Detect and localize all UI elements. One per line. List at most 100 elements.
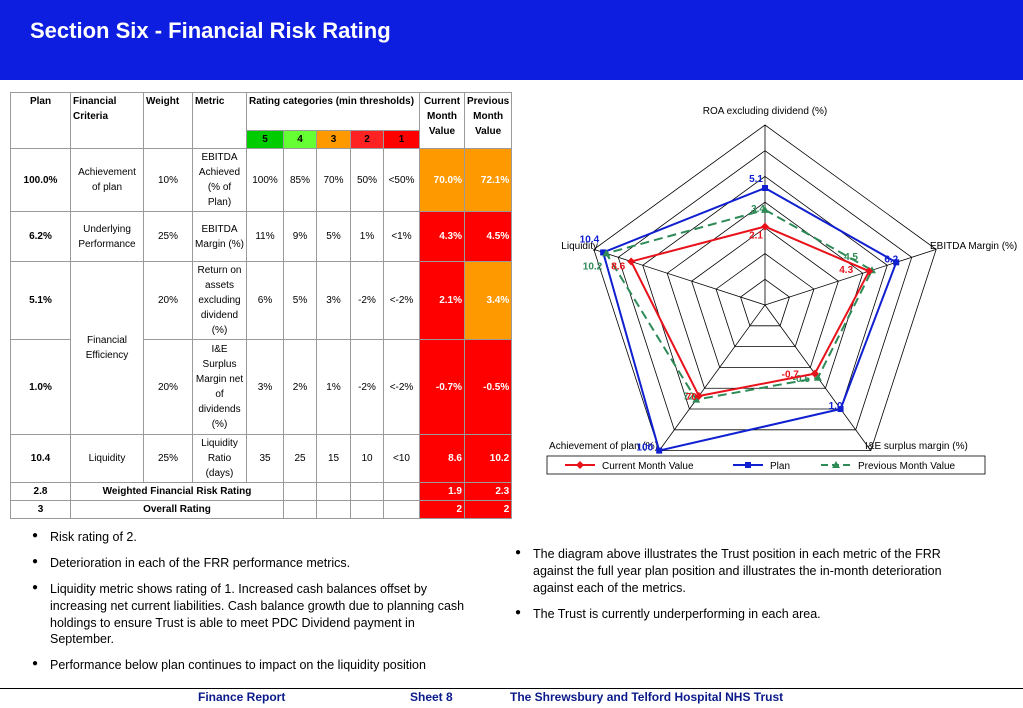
data-label: 2.1: [749, 231, 763, 242]
bullet-item: Deterioration in each of the FRR perform…: [30, 555, 480, 572]
page-title: Section Six - Financial Risk Rating: [30, 18, 391, 44]
overall-row: 3 Overall Rating 2 2: [11, 501, 512, 519]
cell-threshold-4: 85%: [284, 149, 317, 212]
empty-cell: [317, 501, 351, 519]
cell-threshold-1: <50%: [384, 149, 420, 212]
title-bar: Section Six - Financial Risk Rating: [0, 0, 1023, 80]
cell-threshold-1: <-2%: [384, 262, 420, 340]
footer-report: Finance Report: [198, 690, 285, 704]
cell-criteria: Achievement of plan: [71, 149, 144, 212]
axis-spoke: [594, 249, 765, 305]
left-bullets: Risk rating of 2. Deterioration in each …: [30, 529, 480, 683]
cell-weight: 20%: [144, 340, 193, 435]
radar-chart: ROA excluding dividend (%) EBITDA Margin …: [525, 92, 1023, 482]
data-label: 6.2: [884, 254, 898, 265]
header-current: Current Month Value: [420, 93, 465, 149]
cell-current: 70.0%: [420, 149, 465, 212]
data-label: -0.7: [782, 370, 800, 381]
bullet-item: The Trust is currently underperforming i…: [513, 606, 958, 623]
overall-previous: 2: [465, 501, 512, 519]
cell-threshold-3: 5%: [317, 212, 351, 262]
cell-threshold-3: 3%: [317, 262, 351, 340]
rating-3: 3: [317, 131, 351, 149]
header-criteria: Financial Criteria: [71, 93, 144, 149]
series-line: [603, 188, 896, 451]
cell-current: 8.6: [420, 435, 465, 483]
cell-plan: 10.4: [11, 435, 71, 483]
data-point: [656, 448, 662, 454]
cell-metric: I&E Surplus Margin net of dividends (%): [193, 340, 247, 435]
cell-metric: EBITDA Achieved (% of Plan): [193, 149, 247, 212]
axis-label: I&E surplus margin (%): [865, 441, 968, 452]
data-label: 70: [686, 392, 698, 403]
legend-label: Previous Month Value: [858, 461, 956, 472]
empty-cell: [284, 501, 317, 519]
right-bullets: The diagram above illustrates the Trust …: [513, 546, 958, 632]
weighted-current: 1.9: [420, 483, 465, 501]
cell-threshold-3: 1%: [317, 340, 351, 435]
bullet-item: Performance below plan continues to impa…: [30, 657, 480, 674]
cell-metric: Return on assets excluding dividend (%): [193, 262, 247, 340]
cell-threshold-4: 9%: [284, 212, 317, 262]
cell-threshold-5: 3%: [247, 340, 284, 435]
overall-plan: 3: [11, 501, 71, 519]
cell-criteria: Financial Efficiency: [71, 262, 144, 435]
weighted-label: Weighted Financial Risk Rating: [71, 483, 284, 501]
cell-threshold-1: <1%: [384, 212, 420, 262]
empty-cell: [317, 483, 351, 501]
weighted-plan: 2.8: [11, 483, 71, 501]
overall-current: 2: [420, 501, 465, 519]
data-label: 100: [637, 443, 654, 454]
cell-plan: 1.0%: [11, 340, 71, 435]
weighted-row: 2.8 Weighted Financial Risk Rating 1.9 2…: [11, 483, 512, 501]
rating-5: 5: [247, 131, 284, 149]
table-row: 10.4 Liquidity 25% Liquidity Ratio (days…: [11, 435, 512, 483]
cell-threshold-2: -2%: [351, 340, 384, 435]
data-point: [761, 223, 769, 231]
cell-threshold-5: 6%: [247, 262, 284, 340]
data-label: 4.3: [839, 265, 853, 276]
cell-threshold-2: 10: [351, 435, 384, 483]
cell-threshold-2: -2%: [351, 262, 384, 340]
axis-label: ROA excluding dividend (%): [703, 106, 828, 117]
cell-threshold-5: 100%: [247, 149, 284, 212]
bullet-item: Liquidity metric shows rating of 1. Incr…: [30, 581, 480, 649]
cell-metric: Liquidity Ratio (days): [193, 435, 247, 483]
header-plan: Plan: [11, 93, 71, 149]
cell-weight: 20%: [144, 262, 193, 340]
empty-cell: [284, 483, 317, 501]
rating-1: 1: [384, 131, 420, 149]
cell-metric: EBITDA Margin (%): [193, 212, 247, 262]
cell-weight: 10%: [144, 149, 193, 212]
cell-current: 2.1%: [420, 262, 465, 340]
rating-2: 2: [351, 131, 384, 149]
cell-previous: 4.5%: [465, 212, 512, 262]
header-previous: Previous Month Value: [465, 93, 512, 149]
data-label: 8.6: [611, 262, 625, 273]
axis-spoke: [659, 305, 765, 451]
axis-label: EBITDA Margin (%): [930, 241, 1017, 252]
cell-previous: 10.2: [465, 435, 512, 483]
cell-plan: 6.2%: [11, 212, 71, 262]
footer-divider: [0, 688, 1023, 689]
table-row: 100.0% Achievement of plan 10% EBITDA Ac…: [11, 149, 512, 212]
empty-cell: [384, 483, 420, 501]
radar-svg: ROA excluding dividend (%) EBITDA Margin …: [525, 92, 1023, 482]
cell-weight: 25%: [144, 435, 193, 483]
cell-threshold-4: 2%: [284, 340, 317, 435]
cell-threshold-2: 50%: [351, 149, 384, 212]
cell-threshold-3: 70%: [317, 149, 351, 212]
legend-marker: [745, 462, 751, 468]
bullet-item: The diagram above illustrates the Trust …: [513, 546, 958, 597]
header-metric: Metric: [193, 93, 247, 149]
legend-label: Current Month Value: [602, 461, 694, 472]
overall-label: Overall Rating: [71, 501, 284, 519]
header-weight: Weight: [144, 93, 193, 149]
cell-current: 4.3%: [420, 212, 465, 262]
cell-threshold-5: 35: [247, 435, 284, 483]
footer-trust: The Shrewsbury and Telford Hospital NHS …: [510, 690, 783, 704]
cell-previous: -0.5%: [465, 340, 512, 435]
footer-sheet: Sheet 8: [410, 690, 453, 704]
cell-plan: 5.1%: [11, 262, 71, 340]
data-label: 1.0: [829, 401, 843, 412]
